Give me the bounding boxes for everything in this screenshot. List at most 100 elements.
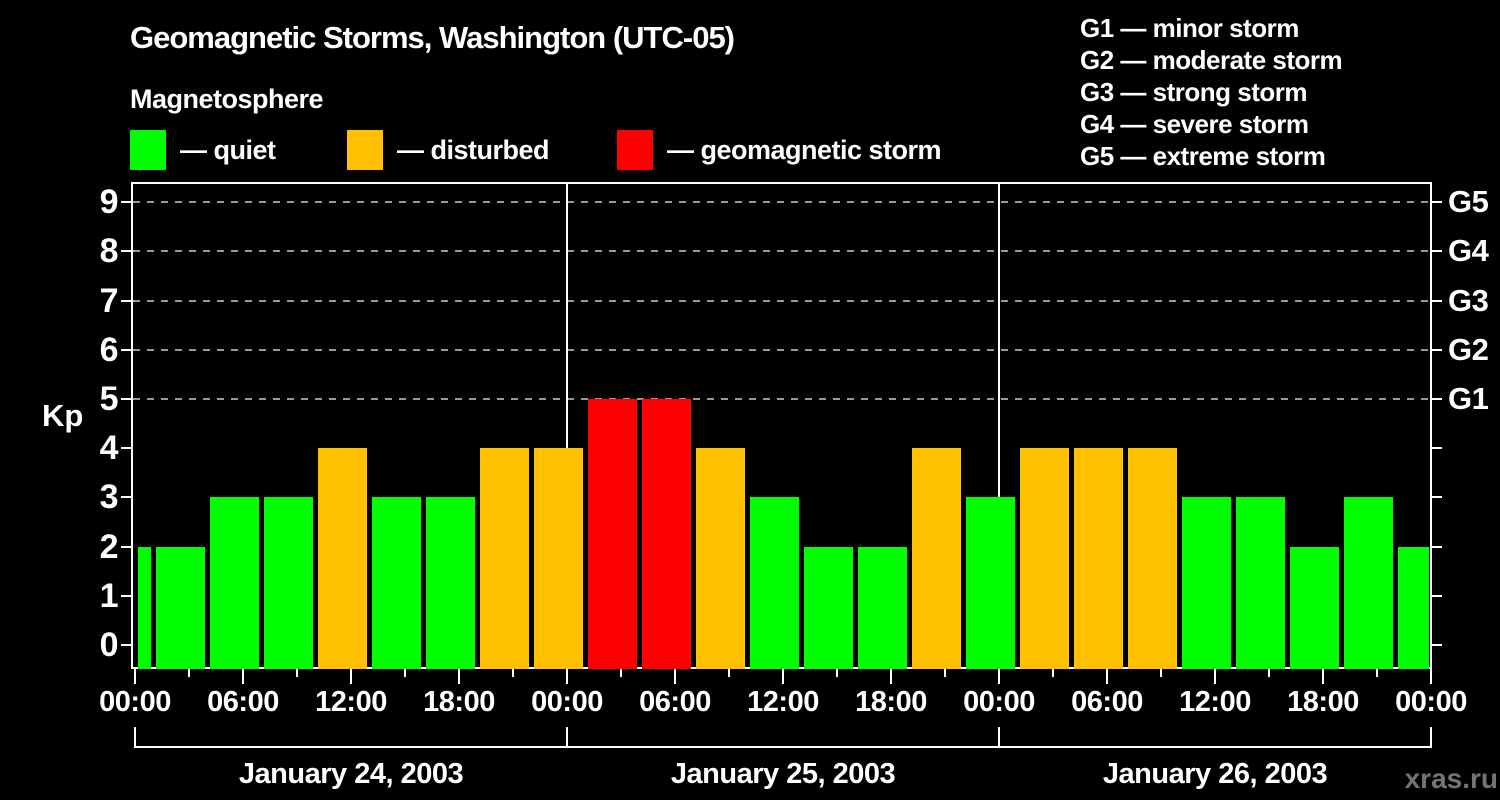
x-tick-label: 12:00 [747, 686, 819, 718]
watermark: xras.ru [1404, 763, 1498, 794]
y-axis-tick [1432, 398, 1442, 400]
g-level-label: G5 [1448, 184, 1489, 220]
grid-line [133, 201, 1430, 204]
x-tick-label: 06:00 [207, 686, 279, 718]
kp-bar [965, 497, 1015, 669]
y-tick-label: 2 [99, 527, 119, 566]
date-bracket-tick [566, 727, 568, 748]
x-axis-tick [890, 669, 892, 684]
kp-bar [1289, 546, 1339, 669]
legend-item-disturbed: — disturbed [347, 129, 550, 171]
legend-item-quiet: — quiet [130, 129, 276, 171]
x-tick-label: 06:00 [1071, 686, 1143, 718]
x-axis-tick [350, 669, 352, 684]
x-axis-tick [242, 669, 244, 684]
grid-line [133, 348, 1430, 351]
date-bracket-tick [134, 727, 136, 748]
g-scale-legend-line-g2: G2 — moderate storm [1080, 45, 1343, 75]
y-tick-label: 0 [99, 626, 119, 664]
legend-quiet-label: — quiet [180, 134, 276, 165]
x-tick-label: 12:00 [315, 686, 387, 718]
x-axis-tick [1106, 669, 1108, 684]
y-axis-tick [121, 348, 131, 351]
y-axis-title: Kp [42, 398, 84, 433]
kp-bar [587, 399, 637, 669]
chart-subtitle: Magnetosphere [130, 84, 324, 114]
x-axis-tick [512, 669, 514, 677]
kp-bar [425, 497, 475, 669]
y-tick-label: 8 [99, 232, 119, 271]
date-label: January 24, 2003 [238, 758, 464, 790]
g-level-label: G2 [1448, 331, 1489, 367]
x-axis-tick [1214, 669, 1216, 684]
quiet-swatch-icon [130, 130, 166, 170]
x-axis-tick [134, 669, 136, 684]
y-tick-label: 9 [99, 183, 119, 222]
kp-bar [209, 497, 259, 669]
y-axis-tick [121, 496, 131, 499]
legend-item-storm: — geomagnetic storm [617, 129, 942, 171]
x-axis-tick [1052, 669, 1054, 677]
x-axis-tick [1322, 669, 1324, 684]
x-tick-label: 18:00 [855, 686, 927, 718]
y-axis-tick [1432, 299, 1442, 302]
x-axis-tick [1268, 669, 1270, 677]
y-axis-tick [121, 594, 131, 597]
x-tick-label: 00:00 [963, 686, 1035, 718]
storm-swatch-icon [617, 130, 653, 170]
y-axis-tick [1432, 201, 1442, 204]
y-tick-label: 7 [99, 281, 119, 320]
x-axis-tick [404, 669, 406, 677]
y-axis-tick [121, 545, 131, 548]
kp-bar [479, 448, 529, 669]
y-axis-tick [1432, 594, 1442, 597]
x-tick-label: 00:00 [1395, 686, 1467, 718]
y-axis-tick [1432, 250, 1442, 253]
y-axis-tick [121, 644, 131, 646]
y-axis-tick [1432, 545, 1442, 548]
x-axis-tick [782, 669, 784, 684]
g-scale-legend-line-g1: G1 — minor storm [1080, 13, 1299, 43]
x-axis-tick [188, 669, 190, 677]
date-bracket-tick [1430, 727, 1432, 748]
x-tick-label: 00:00 [531, 686, 603, 718]
kp-bar [749, 497, 799, 669]
y-axis-tick [1432, 348, 1442, 351]
x-axis-tick [1376, 669, 1378, 677]
kp-bar [911, 448, 961, 669]
x-axis-tick [620, 669, 622, 677]
grid-line [133, 250, 1430, 253]
legend-storm-label: — geomagnetic storm [667, 134, 942, 165]
kp-bar [1181, 497, 1231, 669]
grid-line [133, 299, 1430, 302]
g-level-label: G4 [1448, 233, 1489, 269]
x-axis-tick [728, 669, 730, 677]
y-axis-tick [121, 201, 131, 204]
y-axis-tick [121, 398, 131, 400]
kp-bar [1343, 497, 1393, 669]
grid-line [133, 398, 1430, 400]
g-scale-legend-line-g3: G3 — strong storm [1080, 77, 1307, 107]
g-scale-legend-line-g5: G5 — extreme storm [1080, 141, 1326, 171]
kp-bar [371, 497, 421, 669]
kp-bar [641, 399, 691, 669]
day-boundary-line [998, 184, 1000, 667]
kp-bar [137, 546, 151, 669]
disturbed-swatch-icon [347, 130, 383, 170]
kp-bar [263, 497, 313, 669]
y-axis-tick [121, 250, 131, 253]
y-axis-tick [1432, 496, 1442, 499]
x-tick-label: 12:00 [1179, 686, 1251, 718]
g-level-label: G3 [1448, 282, 1489, 318]
y-tick-label: 6 [99, 330, 119, 369]
date-bracket-line [134, 746, 1432, 748]
date-bracket-tick [998, 727, 1000, 748]
x-tick-label: 06:00 [639, 686, 711, 718]
x-axis-tick [296, 669, 298, 677]
kp-bar [533, 448, 583, 669]
x-axis-tick [674, 669, 676, 684]
kp-bar [695, 448, 745, 669]
y-tick-label: 5 [99, 380, 119, 418]
kp-bar [1397, 546, 1429, 669]
date-label: January 25, 2003 [670, 758, 896, 790]
